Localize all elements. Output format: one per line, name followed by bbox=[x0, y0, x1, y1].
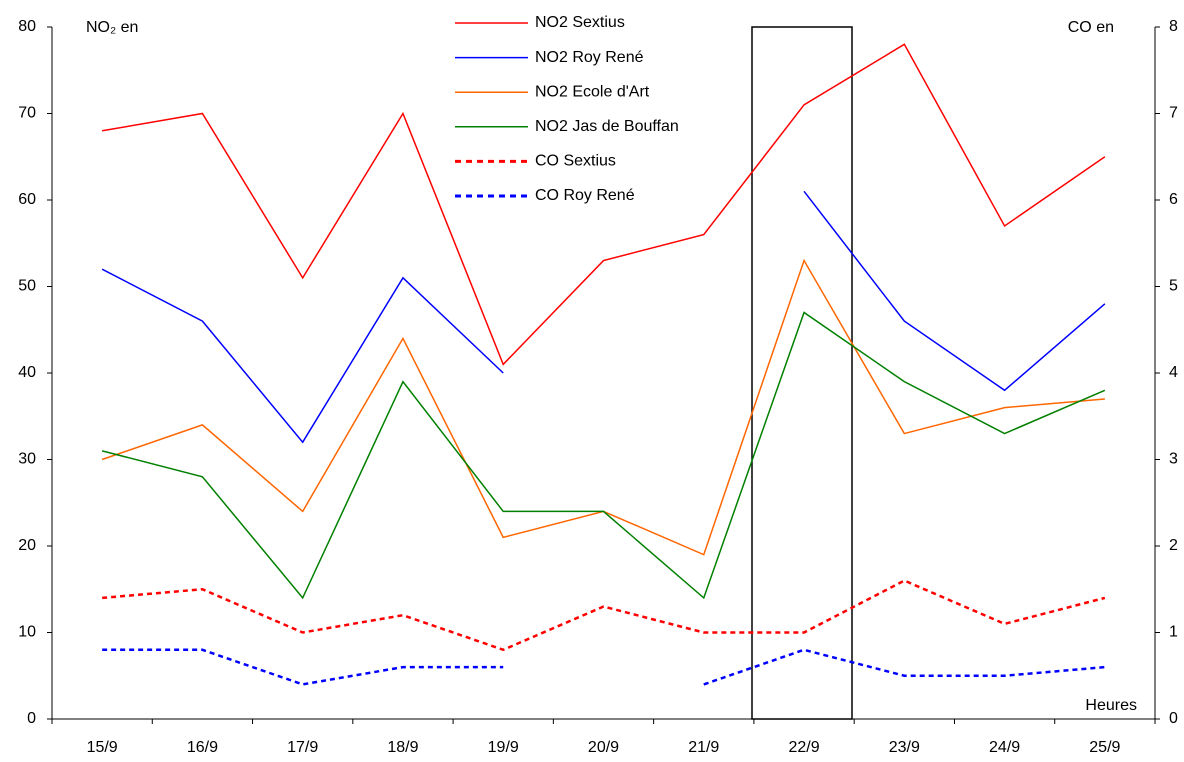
legend-label: CO Sextius bbox=[535, 153, 616, 170]
y-tick-label: 40 bbox=[18, 364, 36, 381]
series-line bbox=[101, 190, 1106, 444]
x-tick-label: 24/9 bbox=[989, 739, 1020, 756]
legend-label: NO2 Roy René bbox=[535, 49, 644, 66]
y-tick-label: 30 bbox=[18, 451, 36, 468]
series-line bbox=[102, 43, 1106, 366]
y-axis-label: NO₂ en bbox=[86, 19, 138, 36]
x-tick-label: 15/9 bbox=[87, 739, 118, 756]
y2-tick-label: 4 bbox=[1169, 364, 1178, 381]
x-axis-label: Heures bbox=[1085, 697, 1137, 714]
x-tick-label: 17/9 bbox=[287, 739, 318, 756]
legend-label: NO2 Ecole d'Art bbox=[535, 83, 650, 100]
y2-tick-label: 8 bbox=[1169, 18, 1178, 35]
series-line bbox=[102, 648, 1105, 686]
y-tick-label: 0 bbox=[27, 710, 36, 727]
x-tick-label: 16/9 bbox=[187, 739, 218, 756]
x-tick-label: 18/9 bbox=[387, 739, 418, 756]
y2-tick-label: 0 bbox=[1169, 710, 1178, 727]
y2-tick-label: 1 bbox=[1169, 624, 1178, 641]
y-tick-label: 50 bbox=[18, 278, 36, 295]
y-tick-label: 70 bbox=[18, 105, 36, 122]
y-tick-label: 10 bbox=[18, 624, 36, 641]
legend-label: NO2 Sextius bbox=[535, 14, 625, 31]
x-tick-label: 19/9 bbox=[488, 739, 519, 756]
y-tick-label: 60 bbox=[18, 191, 36, 208]
y2-tick-label: 5 bbox=[1169, 278, 1178, 295]
y2-axis-label: CO en bbox=[1068, 19, 1114, 36]
y2-tick-label: 6 bbox=[1169, 191, 1178, 208]
y2-tick-label: 3 bbox=[1169, 451, 1178, 468]
y-tick-label: 80 bbox=[18, 18, 36, 35]
legend-label: CO Roy René bbox=[535, 187, 635, 204]
x-tick-label: 23/9 bbox=[889, 739, 920, 756]
y2-tick-label: 2 bbox=[1169, 537, 1178, 554]
series-line bbox=[101, 311, 1106, 600]
x-tick-label: 20/9 bbox=[588, 739, 619, 756]
x-tick-label: 25/9 bbox=[1089, 739, 1120, 756]
y-tick-label: 20 bbox=[18, 537, 36, 554]
legend-label: NO2 Jas de Bouffan bbox=[535, 118, 679, 135]
x-tick-label: 22/9 bbox=[788, 739, 819, 756]
x-tick-label: 21/9 bbox=[688, 739, 719, 756]
y2-tick-label: 7 bbox=[1169, 105, 1178, 122]
series-line bbox=[102, 579, 1106, 652]
